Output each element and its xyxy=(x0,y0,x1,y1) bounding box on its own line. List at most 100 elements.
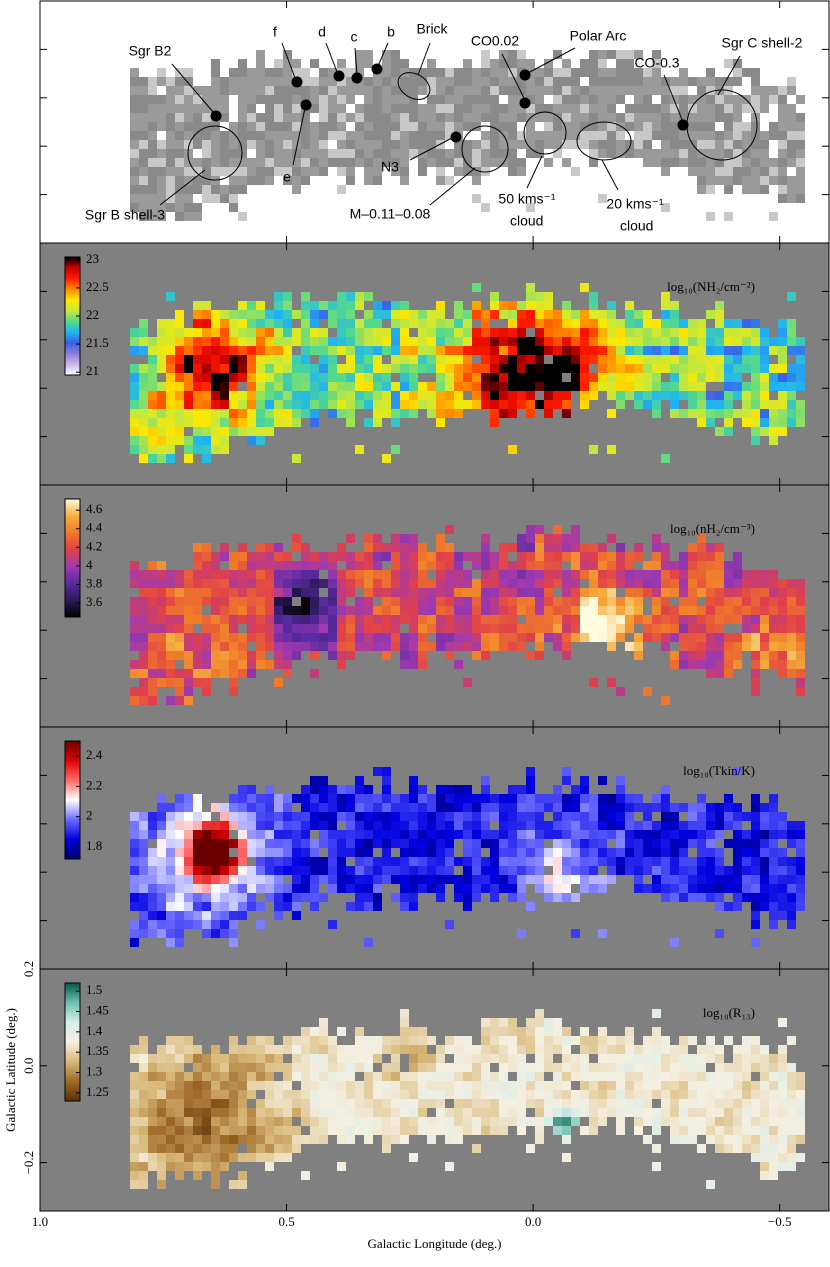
map-pixel xyxy=(148,848,157,857)
map-pixel xyxy=(283,1081,292,1090)
map-pixel xyxy=(616,373,625,382)
map-pixel xyxy=(139,615,148,624)
map-pixel xyxy=(130,1108,139,1117)
map-pixel xyxy=(283,606,292,615)
map-pixel xyxy=(670,77,679,86)
map-pixel xyxy=(409,104,418,113)
map-pixel xyxy=(328,391,337,400)
map-pixel xyxy=(535,1036,544,1045)
map-pixel xyxy=(319,149,328,158)
map-pixel xyxy=(661,1081,670,1090)
map-pixel xyxy=(319,866,328,875)
map-pixel xyxy=(796,857,805,866)
map-pixel xyxy=(346,337,355,346)
map-pixel xyxy=(463,1117,472,1126)
map-pixel xyxy=(643,830,652,839)
map-pixel xyxy=(130,346,139,355)
map-pixel xyxy=(238,346,247,355)
map-pixel xyxy=(256,158,265,167)
map-pixel xyxy=(454,167,463,176)
map-pixel xyxy=(499,409,508,418)
map-pixel xyxy=(778,1099,787,1108)
map-pixel xyxy=(715,857,724,866)
map-pixel xyxy=(625,140,634,149)
map-pixel xyxy=(436,167,445,176)
map-pixel xyxy=(580,803,589,812)
map-pixel xyxy=(256,866,265,875)
map-pixel xyxy=(202,579,211,588)
map-pixel xyxy=(562,803,571,812)
map-pixel xyxy=(310,1117,319,1126)
map-pixel xyxy=(679,1108,688,1117)
map-pixel xyxy=(481,86,490,95)
map-pixel xyxy=(733,1045,742,1054)
map-pixel xyxy=(643,588,652,597)
map-pixel xyxy=(229,409,238,418)
map-pixel xyxy=(175,346,184,355)
map-pixel xyxy=(391,104,400,113)
map-pixel xyxy=(580,113,589,122)
map-pixel xyxy=(310,310,319,319)
colorbar xyxy=(64,498,81,618)
map-pixel xyxy=(418,597,427,606)
map-pixel xyxy=(247,364,256,373)
map-pixel xyxy=(760,427,769,436)
map-pixel xyxy=(778,194,787,203)
map-pixel xyxy=(787,319,796,328)
map-pixel xyxy=(274,382,283,391)
map-pixel xyxy=(436,176,445,185)
map-pixel xyxy=(418,1036,427,1045)
map-pixel xyxy=(436,615,445,624)
map-pixel xyxy=(202,920,211,929)
map-pixel xyxy=(625,310,634,319)
map-pixel xyxy=(508,104,517,113)
map-pixel xyxy=(706,812,715,821)
map-pixel xyxy=(202,597,211,606)
map-pixel xyxy=(400,803,409,812)
map-pixel xyxy=(148,1126,157,1135)
map-pixel xyxy=(697,642,706,651)
map-pixel xyxy=(202,1144,211,1153)
map-pixel xyxy=(580,794,589,803)
map-pixel xyxy=(454,1054,463,1063)
map-pixel xyxy=(373,409,382,418)
map-pixel xyxy=(706,624,715,633)
map-pixel xyxy=(544,140,553,149)
map-pixel xyxy=(283,59,292,68)
map-pixel xyxy=(238,212,247,221)
map-pixel xyxy=(571,803,580,812)
map-pixel xyxy=(787,346,796,355)
map-pixel xyxy=(580,561,589,570)
map-pixel xyxy=(418,346,427,355)
map-pixel xyxy=(760,400,769,409)
map-pixel xyxy=(445,561,454,570)
map-pixel xyxy=(508,1117,517,1126)
map-pixel xyxy=(634,857,643,866)
map-pixel xyxy=(445,1081,454,1090)
map-pixel xyxy=(283,633,292,642)
map-pixel xyxy=(238,1063,247,1072)
map-pixel xyxy=(274,131,283,140)
map-pixel xyxy=(742,68,751,77)
map-pixel xyxy=(130,382,139,391)
map-pixel xyxy=(562,1045,571,1054)
map-pixel xyxy=(292,337,301,346)
map-pixel xyxy=(283,866,292,875)
map-pixel xyxy=(391,167,400,176)
map-pixel xyxy=(301,848,310,857)
map-pixel xyxy=(670,615,679,624)
map-pixel xyxy=(490,113,499,122)
map-pixel xyxy=(679,328,688,337)
map-pixel xyxy=(292,866,301,875)
map-pixel xyxy=(724,561,733,570)
map-pixel xyxy=(130,445,139,454)
map-pixel xyxy=(769,597,778,606)
map-pixel xyxy=(697,1045,706,1054)
map-pixel xyxy=(292,86,301,95)
map-pixel xyxy=(571,95,580,104)
map-pixel xyxy=(769,1117,778,1126)
map-pixel xyxy=(238,391,247,400)
map-pixel xyxy=(301,292,310,301)
map-pixel xyxy=(472,301,481,310)
map-pixel xyxy=(328,113,337,122)
